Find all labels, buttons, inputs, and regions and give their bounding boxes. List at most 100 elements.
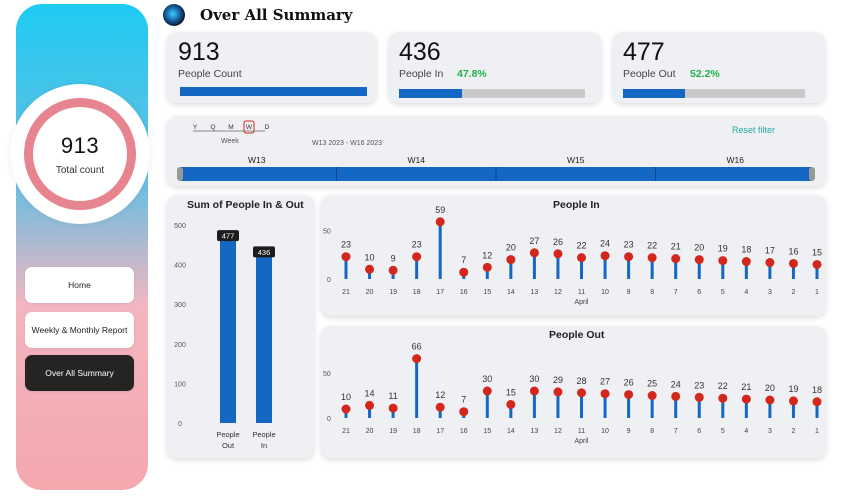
lollipop-dot[interactable]	[341, 252, 351, 262]
lollipop-dot[interactable]	[788, 396, 798, 406]
lollipop-dot[interactable]	[624, 390, 634, 400]
lollipop-value-label: 22	[647, 241, 657, 251]
bar[interactable]	[220, 234, 236, 423]
kpi-progress-bar	[399, 89, 585, 98]
lollipop-dot[interactable]	[647, 253, 657, 263]
y-tick-label: 0	[327, 416, 331, 423]
lollipop-dot[interactable]	[765, 258, 775, 268]
granularity-option-d[interactable]: D	[265, 124, 270, 131]
lollipop-dot[interactable]	[718, 393, 728, 403]
lollipop-dot[interactable]	[435, 402, 445, 412]
lollipop-dot[interactable]	[788, 258, 798, 268]
x-tick-label: 10	[601, 428, 609, 435]
lollipop-dot[interactable]	[388, 265, 398, 275]
lollipop-value-label: 22	[718, 381, 728, 391]
timeline-week-label[interactable]: W16	[727, 155, 745, 165]
x-tick-label: 17	[436, 289, 444, 296]
lollipop-dot[interactable]	[482, 262, 492, 272]
lollipop-dot[interactable]	[577, 253, 586, 263]
kpi-card-people-out: 477 People Out 52.2%	[613, 32, 825, 103]
timeline-end-handle[interactable]	[809, 167, 815, 181]
lollipop-value-label: 24	[600, 239, 610, 249]
bar-value-badge	[217, 230, 239, 242]
reset-filter-link[interactable]: Reset filter	[732, 125, 776, 135]
lollipop-value-label: 21	[741, 382, 751, 392]
granularity-option-q[interactable]: Q	[210, 124, 215, 131]
lollipop-dot[interactable]	[671, 254, 681, 264]
x-tick-label: 4	[744, 289, 748, 296]
nav-home-button[interactable]: Home	[25, 267, 134, 303]
lollipop-dot[interactable]	[694, 392, 704, 402]
lollipop-dot[interactable]	[459, 407, 469, 417]
lollipop-dot[interactable]	[553, 249, 563, 259]
bar-y-tick-label: 200	[174, 342, 186, 349]
lollipop-dot[interactable]	[694, 255, 704, 265]
lollipop-dot[interactable]	[482, 386, 492, 396]
lollipop-dot[interactable]	[718, 256, 728, 266]
lollipop-value-label: 15	[506, 388, 516, 398]
kpi-card-people-count: 913 People Count	[167, 32, 376, 103]
x-tick-label: 17	[436, 428, 444, 435]
kpi-value: 436	[399, 38, 441, 66]
x-tick-label: 16	[460, 289, 468, 296]
nav-weekly-monthly-report-button[interactable]: Weekly & Monthly Report	[25, 312, 134, 348]
lollipop-dot[interactable]	[365, 264, 375, 274]
lollipop-value-label: 59	[435, 205, 445, 215]
lollipop-dot[interactable]	[624, 252, 634, 262]
lollipop-dot[interactable]	[671, 391, 681, 401]
people-out-chart-card: People Out 0 50 10 21 14 20 11 19 66 18 12 17 7 16 30 1…	[321, 326, 826, 458]
lollipop-value-label: 7	[461, 395, 466, 405]
granularity-selected-marker	[243, 120, 255, 134]
timeline-start-handle[interactable]	[177, 167, 183, 181]
granularity-option-y[interactable]: Y	[193, 124, 198, 131]
timeline-week-label[interactable]: W15	[567, 155, 585, 165]
timeline-week-label[interactable]: W13	[248, 155, 266, 165]
lollipop-value-label: 20	[694, 243, 704, 253]
lollipop-value-label: 19	[718, 244, 728, 254]
lollipop-dot[interactable]	[741, 257, 751, 267]
lollipop-dot[interactable]	[647, 391, 657, 400]
lollipop-dot[interactable]	[412, 252, 422, 262]
lollipop-dot[interactable]	[341, 404, 351, 414]
kpi-progress-bar	[180, 87, 367, 96]
timeline-week-label[interactable]: W14	[408, 155, 426, 165]
lollipop-value-label: 23	[624, 240, 634, 250]
bar-category-label: Out	[222, 441, 235, 450]
lollipop-dot[interactable]	[812, 397, 822, 407]
granularity-caption: Week	[221, 138, 239, 145]
lollipop-value-label: 27	[600, 377, 610, 387]
lollipop-dot[interactable]	[529, 248, 539, 258]
lollipop-value-label: 9	[391, 253, 396, 263]
lollipop-dot[interactable]	[459, 267, 469, 277]
bar-value-label: 436	[258, 248, 271, 257]
lollipop-dot[interactable]	[765, 395, 775, 405]
lollipop-dot[interactable]	[600, 389, 610, 399]
timeline-slicer: Y Q M W D Week W13 2023 - W16 2023 W13 W14 W15…	[167, 116, 826, 186]
lollipop-dot[interactable]	[365, 400, 375, 410]
nav-over-all-summary-button[interactable]: Over All Summary	[25, 355, 134, 391]
granularity-option-w[interactable]: W	[246, 124, 253, 131]
x-tick-label: 13	[531, 289, 539, 296]
total-count-value: 913	[60, 132, 100, 158]
lollipop-value-label: 22	[576, 241, 586, 251]
lollipop-dot[interactable]	[600, 251, 610, 261]
bar-y-tick-label: 400	[174, 263, 186, 270]
bar[interactable]	[256, 250, 272, 423]
lollipop-value-label: 10	[341, 392, 351, 402]
lollipop-dot[interactable]	[388, 403, 398, 413]
lollipop-value-label: 14	[365, 388, 375, 398]
x-tick-label: 12	[554, 289, 562, 296]
bar-y-tick-label: 100	[174, 381, 186, 388]
lollipop-dot[interactable]	[741, 394, 751, 404]
lollipop-dot[interactable]	[435, 217, 445, 227]
granularity-selector[interactable]: Y Q M W D Week	[193, 120, 270, 145]
lollipop-dot[interactable]	[412, 354, 422, 364]
lollipop-dot[interactable]	[553, 387, 563, 397]
lollipop-dot[interactable]	[506, 255, 516, 265]
lollipop-dot[interactable]	[529, 386, 539, 396]
lollipop-dot[interactable]	[506, 400, 516, 409]
lollipop-dot[interactable]	[812, 259, 822, 269]
x-axis-label: April	[574, 299, 588, 306]
lollipop-dot[interactable]	[577, 388, 586, 398]
granularity-option-m[interactable]: M	[228, 124, 233, 131]
